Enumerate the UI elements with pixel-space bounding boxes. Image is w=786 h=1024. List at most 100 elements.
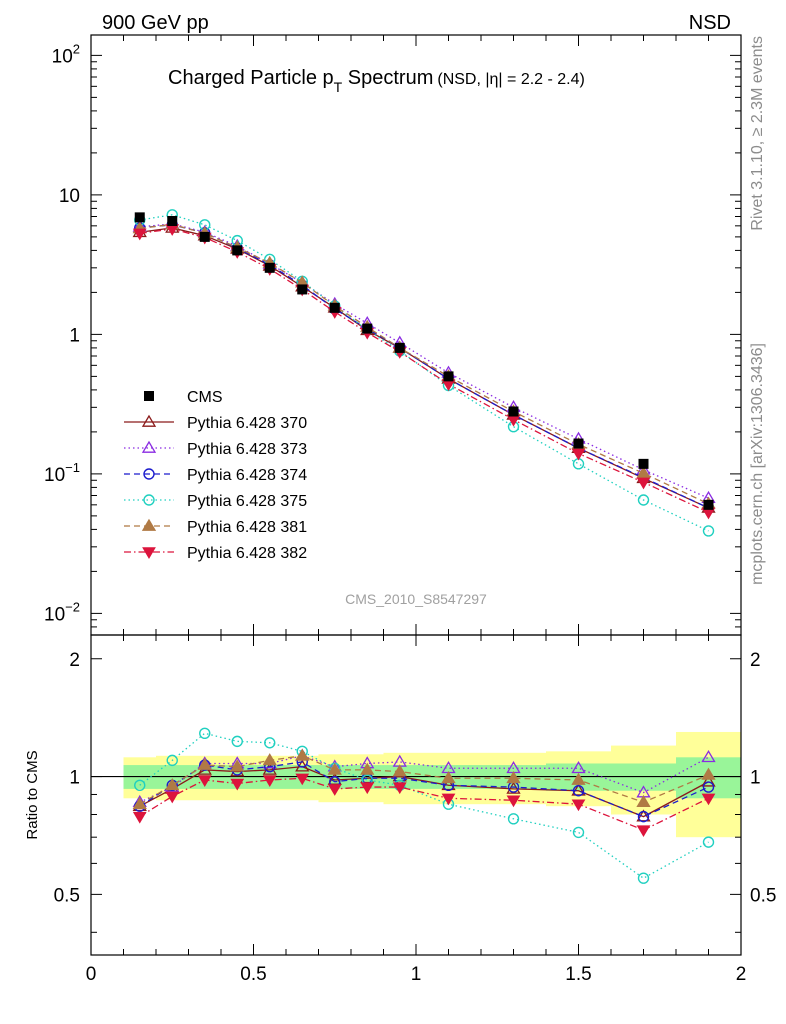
energy-label: 900 GeV pp bbox=[102, 12, 209, 34]
x-tick-label: 0 bbox=[86, 964, 97, 985]
ratio-5-point bbox=[571, 799, 586, 812]
data-point bbox=[508, 406, 519, 417]
x-tick-label: 2 bbox=[736, 964, 747, 985]
ratio-3-point bbox=[507, 813, 520, 825]
legend-label: Pythia 6.428 374 bbox=[187, 467, 307, 484]
data-point bbox=[638, 458, 649, 469]
ratio-4-point bbox=[441, 770, 456, 784]
series-line-2 bbox=[139, 224, 709, 509]
data-point bbox=[362, 323, 373, 334]
data-point bbox=[167, 215, 178, 226]
ratio-4-point bbox=[295, 748, 310, 761]
process-label: NSD bbox=[689, 12, 731, 34]
ratio-4-point bbox=[262, 753, 277, 766]
data-point bbox=[443, 371, 454, 382]
legend-marker bbox=[143, 468, 155, 480]
series-4-point bbox=[636, 466, 651, 479]
ratio-1-point bbox=[701, 750, 716, 763]
ratio-5-point bbox=[441, 793, 456, 806]
ratio-line-5 bbox=[139, 777, 709, 831]
ratio-3-point bbox=[572, 826, 585, 839]
series-5-point bbox=[636, 477, 651, 490]
ratio-5-point bbox=[230, 778, 245, 791]
data-point bbox=[264, 262, 275, 273]
ratio-y-tick-label: 2 bbox=[69, 650, 80, 671]
ratio-y-tick-label-right: 1 bbox=[750, 768, 761, 789]
ratio-5-point bbox=[262, 775, 277, 787]
data-point bbox=[134, 212, 145, 223]
ratio-0-point bbox=[262, 762, 277, 775]
analysis-id-label: CMS_2010_S8547297 bbox=[345, 591, 487, 607]
series-line-3 bbox=[139, 214, 709, 532]
ratio-plot-panel: 0.5 0.5 1 1 2 2 0 0.5 1 1.5 2 bbox=[54, 634, 776, 985]
series-5-point bbox=[132, 228, 147, 241]
ratio-3-point bbox=[637, 872, 650, 884]
ratio-3-point bbox=[166, 754, 178, 767]
ratio-2-point bbox=[702, 781, 715, 793]
ratio-2-point bbox=[572, 785, 585, 797]
data-point bbox=[573, 438, 584, 449]
ratio-3-point bbox=[134, 779, 146, 791]
ratio-4-point bbox=[230, 759, 245, 772]
series-5-point bbox=[571, 448, 586, 461]
ratio-5-point bbox=[360, 782, 375, 795]
data-point bbox=[329, 302, 340, 313]
y-tick-label: 10 bbox=[59, 186, 80, 207]
legend-label: Pythia 6.428 375 bbox=[187, 493, 307, 510]
ratio-5-point bbox=[295, 773, 310, 786]
svg-text:Charged Particle pT Spectrum(N: Charged Particle pT Spectrum (NSD, |η| = … bbox=[168, 67, 585, 95]
data-point bbox=[394, 342, 405, 353]
source-label: mcplots.cern.ch [arXiv:1306.3436] bbox=[749, 343, 766, 585]
ratio-y-tick-label-right: 2 bbox=[750, 650, 761, 671]
ratio-y-tick-label-right: 0.5 bbox=[750, 885, 776, 906]
ratio-3-point bbox=[702, 836, 715, 848]
chart-title-condition: (NSD, |η| = 2.2 - 2.4) bbox=[437, 71, 584, 88]
legend-marker bbox=[141, 440, 157, 453]
ratio-1-point bbox=[571, 760, 586, 774]
ratio-4-point bbox=[636, 794, 651, 808]
legend-marker bbox=[142, 547, 156, 559]
legend-label: Pythia 6.428 373 bbox=[187, 441, 307, 458]
data-point bbox=[199, 231, 210, 242]
ratio-4-point bbox=[571, 772, 586, 785]
legend-marker bbox=[144, 391, 154, 401]
series-3-point bbox=[637, 494, 650, 506]
ratio-5-point bbox=[392, 782, 407, 795]
legend-label: Pythia 6.428 382 bbox=[187, 545, 307, 562]
legend-marker bbox=[141, 414, 157, 427]
ratio-0-point bbox=[327, 772, 342, 785]
data-point bbox=[232, 245, 243, 256]
ratio-4-point bbox=[360, 762, 375, 775]
data-point bbox=[297, 284, 308, 295]
ratio-5-point bbox=[165, 791, 180, 804]
legend-label: Pythia 6.428 370 bbox=[187, 415, 307, 432]
ratio-4-point bbox=[506, 770, 521, 784]
x-tick-label: 0.5 bbox=[240, 964, 266, 985]
ratio-y-tick-label: 0.5 bbox=[54, 885, 80, 906]
ratio-3-point bbox=[199, 727, 211, 739]
ratio-4-point bbox=[132, 796, 147, 810]
ratio-2-point bbox=[637, 810, 650, 823]
ratio-4-point bbox=[165, 778, 180, 791]
chart-title-subscript: T bbox=[334, 79, 343, 95]
ratio-0-point bbox=[701, 774, 716, 787]
series-line-5 bbox=[139, 228, 709, 513]
ratio-line-4 bbox=[139, 755, 709, 805]
legend-label: Pythia 6.428 381 bbox=[187, 519, 307, 536]
legend-marker bbox=[141, 518, 157, 531]
ratio-line-0 bbox=[139, 765, 709, 818]
main-plot-panel: 10−2 10−1 1 10 102 CMS Pythia 6.428 370 Pythia … bbox=[44, 34, 742, 636]
chart-title-tail: Spectrum bbox=[342, 67, 433, 89]
ratio-y-tick-label: 1 bbox=[69, 768, 80, 789]
ratio-axis-label: Ratio to CMS bbox=[24, 750, 41, 839]
ratio-5-point bbox=[701, 793, 716, 806]
data-point bbox=[703, 499, 714, 510]
ratio-5-point bbox=[506, 795, 521, 808]
ratio-4-point bbox=[327, 762, 342, 775]
legend-marker bbox=[143, 494, 155, 506]
y-tick-label: 102 bbox=[52, 41, 80, 67]
ratio-5-point bbox=[197, 775, 212, 787]
ratio-4-point bbox=[392, 764, 407, 777]
ratio-3-point bbox=[231, 735, 243, 748]
